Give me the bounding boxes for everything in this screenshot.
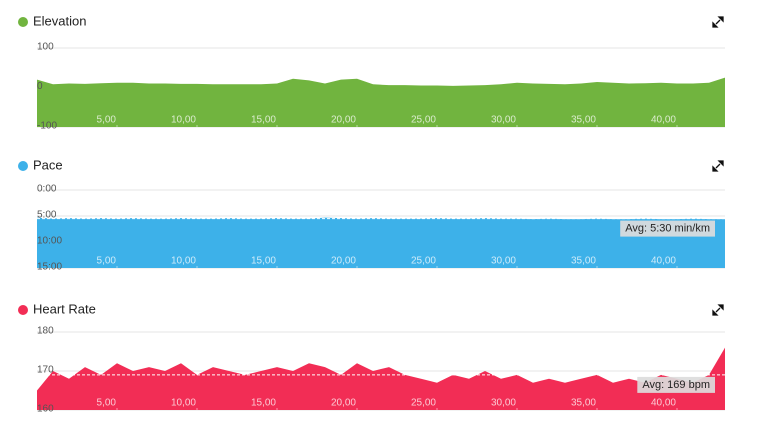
x-tick-label: 20,00: [331, 398, 356, 409]
x-tick-label: 10,00: [171, 115, 196, 126]
x-tick-label: 30,00: [491, 398, 516, 409]
average-label: Avg: 5:30 min/km: [625, 223, 710, 235]
chart-panel: Heart Rate 5,00 10,00 15,00 20,00 25,00 30,00 3…: [18, 301, 725, 415]
y-tick-label: 0:00: [37, 184, 57, 195]
average-label-box: [620, 220, 715, 237]
x-tick-label: 25,00: [411, 256, 436, 267]
y-tick-label: 160: [37, 404, 54, 415]
expand-icon: [712, 16, 724, 28]
area: [37, 77, 725, 127]
chart-panel: Elevation 5,00 10,00 15,00 20,00 25,00 30,00 35…: [18, 13, 725, 132]
x-tick-label: 10,00: [171, 256, 196, 267]
x-tick-label: 20,00: [331, 115, 356, 126]
x-tick-label: 25,00: [411, 398, 436, 409]
x-tick-label: 15,00: [251, 115, 276, 126]
x-tick-label: 5,00: [97, 398, 117, 409]
x-tick-label: 5,00: [97, 115, 117, 126]
x-tick-label: 30,00: [491, 115, 516, 126]
x-tick-label: 35,00: [571, 398, 596, 409]
x-tick-label: 40,00: [651, 256, 676, 267]
x-tick-label: 35,00: [571, 256, 596, 267]
y-tick-label: 170: [37, 365, 54, 376]
x-tick-label: 15,00: [251, 256, 276, 267]
average-label: Avg: 169 bpm: [642, 379, 710, 391]
x-tick-label: 40,00: [651, 115, 676, 126]
y-tick-label: 10:00: [37, 236, 62, 247]
y-tick-label: -100: [37, 121, 57, 132]
y-tick-label: 180: [37, 326, 54, 337]
expand-icon: [712, 160, 724, 172]
expand-icon: [712, 304, 724, 316]
expand-button[interactable]: [712, 16, 724, 28]
legend-dot: [18, 17, 28, 27]
chart-panel: Pace 5,00 10,00 15,00 20,00 25,00 30,00 35,00 40…: [18, 157, 725, 273]
x-tick-label: 10,00: [171, 398, 196, 409]
y-tick-label: 0: [37, 81, 43, 92]
y-tick-label: 5:00: [37, 210, 57, 221]
legend-dot: [18, 161, 28, 171]
x-tick-label: 15,00: [251, 398, 276, 409]
panel-title: Heart Rate: [33, 301, 96, 316]
expand-button[interactable]: [712, 160, 724, 172]
expand-button[interactable]: [712, 304, 724, 316]
x-tick-label: 30,00: [491, 256, 516, 267]
panel-title: Elevation: [33, 13, 86, 28]
x-tick-label: 40,00: [651, 398, 676, 409]
y-tick-label: 15:00: [37, 262, 62, 273]
average-label-box: [637, 376, 715, 393]
y-tick-label: 100: [37, 42, 54, 53]
panel-title: Pace: [33, 157, 63, 172]
area: [37, 217, 725, 268]
x-tick-label: 25,00: [411, 115, 436, 126]
legend-dot: [18, 305, 28, 315]
x-tick-label: 20,00: [331, 256, 356, 267]
x-tick-label: 5,00: [97, 256, 117, 267]
area: [37, 347, 725, 410]
x-tick-label: 35,00: [571, 115, 596, 126]
